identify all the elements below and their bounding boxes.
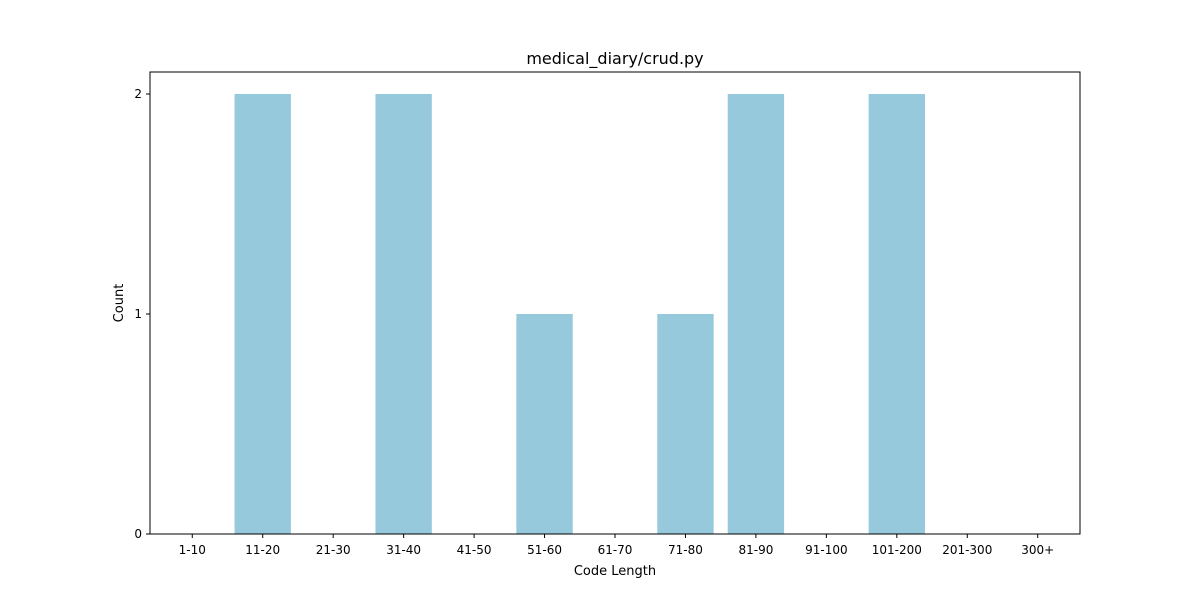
x-axis-label: Code Length xyxy=(574,564,656,579)
x-tick-label: 201-300 xyxy=(942,543,992,557)
bar-81-90 xyxy=(727,94,785,534)
x-tick-label: 21-30 xyxy=(316,543,351,557)
x-axis-ticks: 1-10 11-20 21-30 31-40 41-50 51-60 61-70 71-80 8… xyxy=(179,534,1054,557)
x-tick-label: 51-60 xyxy=(527,543,562,557)
x-tick-label: 61-70 xyxy=(598,543,633,557)
x-tick-label: 41-50 xyxy=(457,543,492,557)
y-tick-label: 1 xyxy=(134,307,142,321)
bars-layer xyxy=(234,94,925,534)
x-tick-label: 101-200 xyxy=(872,543,922,557)
x-tick-label: 11-20 xyxy=(245,543,280,557)
x-tick-label: 71-80 xyxy=(668,543,703,557)
x-tick-label: 1-10 xyxy=(179,543,206,557)
chart-title: medical_diary/crud.py xyxy=(526,49,703,69)
bar-31-40 xyxy=(375,94,432,534)
bar-71-80 xyxy=(657,314,714,534)
plot-frame xyxy=(149,71,1081,535)
y-axis-label: Count xyxy=(112,284,127,323)
y-tick-label: 0 xyxy=(134,527,142,541)
bar-101-200 xyxy=(868,94,925,534)
y-axis-ticks: 0 1 2 xyxy=(134,87,150,541)
bar-11-20 xyxy=(234,94,291,534)
x-tick-label: 81-90 xyxy=(738,543,773,557)
x-tick-label: 300+ xyxy=(1021,543,1054,557)
y-tick-label: 2 xyxy=(134,87,142,101)
x-tick-label: 31-40 xyxy=(386,543,421,557)
bar-51-60 xyxy=(516,314,573,534)
x-tick-label: 91-100 xyxy=(805,543,848,557)
